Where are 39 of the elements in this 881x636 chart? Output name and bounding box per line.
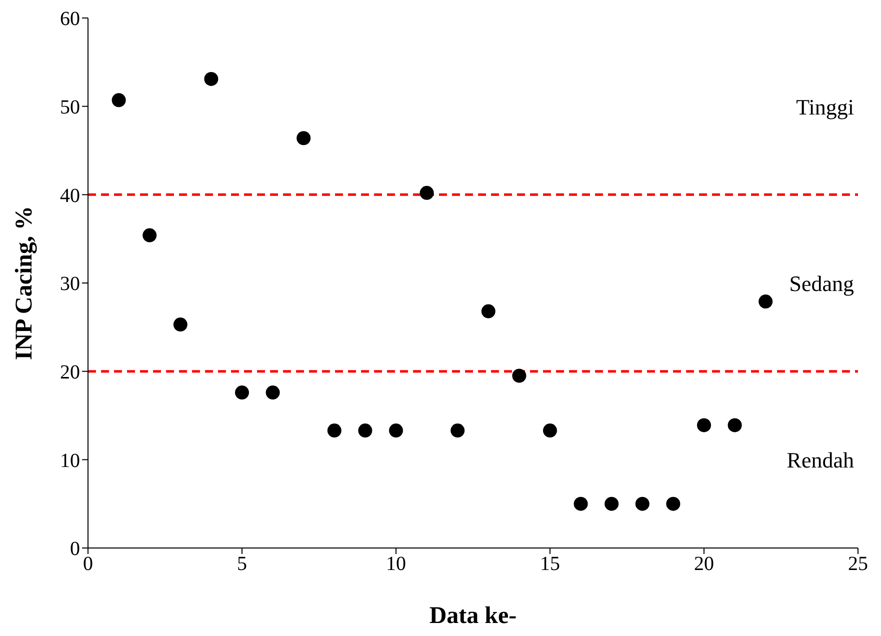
point	[327, 424, 342, 438]
x-axis-title: Data ke-	[429, 603, 517, 629]
point	[543, 424, 557, 438]
x-tick-label: 20	[694, 553, 714, 576]
point	[697, 418, 711, 432]
y-tick-label: 10	[60, 450, 80, 472]
point	[235, 386, 249, 400]
point	[358, 424, 372, 438]
y-tick-label: 0	[70, 538, 80, 560]
point	[296, 131, 311, 146]
y-tick-label: 60	[60, 8, 80, 30]
annotation: Rendah	[786, 448, 854, 473]
point	[204, 72, 218, 86]
y-tick-label: 40	[60, 184, 80, 207]
point	[450, 424, 465, 438]
point	[635, 496, 650, 511]
point	[173, 318, 188, 332]
point	[604, 496, 619, 511]
point	[481, 304, 496, 318]
x-tick-label: 5	[237, 553, 247, 576]
y-tick-label: 30	[60, 273, 80, 296]
x-tick-label: 10	[386, 553, 406, 576]
point	[758, 294, 773, 309]
y-axis-title: INP Cacing, %	[12, 206, 38, 360]
annotation: Tinggi	[796, 94, 854, 120]
point	[112, 93, 126, 108]
point	[142, 228, 157, 242]
x-tick-label: 25	[848, 553, 868, 576]
point	[512, 368, 526, 383]
point	[420, 186, 434, 200]
x-tick-label: 15	[540, 553, 560, 576]
point	[666, 496, 680, 511]
point	[389, 424, 403, 438]
point	[728, 418, 742, 432]
point	[266, 386, 280, 400]
point	[574, 496, 588, 511]
annotation: Sedang	[789, 271, 854, 296]
y-tick-label: 20	[60, 361, 80, 384]
y-tick-label: 50	[60, 96, 80, 118]
